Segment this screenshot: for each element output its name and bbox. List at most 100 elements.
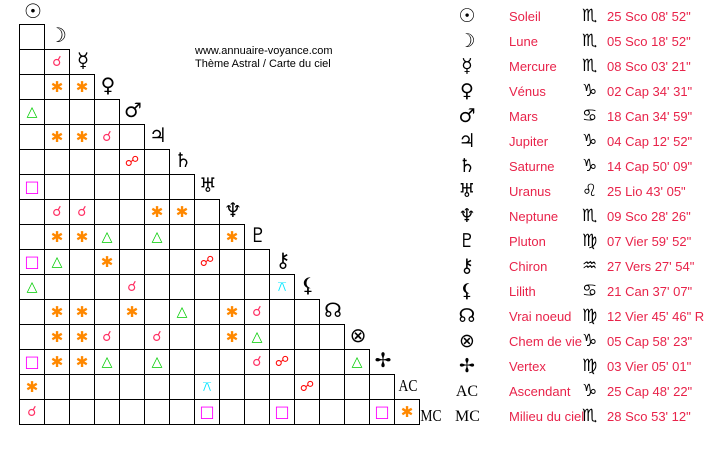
planet-name: Vrai noeud bbox=[509, 309, 572, 324]
zodiac-sign-icon: ♒ bbox=[582, 256, 598, 276]
zodiac-sign-icon: ♑ bbox=[582, 81, 598, 101]
planet-position: 25 Lio 43' 05" bbox=[607, 184, 686, 199]
planet-row: ☿ Mercure ♏ 08 Sco 03' 21" bbox=[452, 55, 705, 80]
square-icon: □ bbox=[24, 252, 40, 271]
aspect-cell-empty bbox=[119, 399, 145, 425]
grid-glyph-lune-icon: ☽ bbox=[49, 23, 67, 47]
trine-icon: △ bbox=[151, 229, 163, 245]
sextile-icon: ✱ bbox=[75, 77, 89, 96]
square-icon: □ bbox=[374, 402, 390, 421]
sextile-icon: ✱ bbox=[75, 302, 89, 321]
aspect-cell-square: □ bbox=[269, 399, 295, 425]
grid-glyph-ascendant-icon: AC bbox=[398, 375, 418, 395]
sextile-icon: ✱ bbox=[50, 227, 64, 246]
planet-name: Vertex bbox=[509, 359, 546, 374]
aspect-cell-conjunction: ☌ bbox=[119, 274, 145, 300]
aspect-cell-sextile: ✱ bbox=[69, 349, 95, 375]
aspect-cell-empty bbox=[194, 324, 220, 350]
aspect-cell-trine: △ bbox=[144, 349, 170, 375]
planet-glyph-icon: ✢ bbox=[459, 355, 475, 377]
aspect-cell-empty bbox=[169, 249, 195, 275]
square-icon: □ bbox=[24, 352, 40, 371]
grid-glyph-chiron-icon: ⚷ bbox=[275, 248, 291, 272]
grid-glyph-chem-de-vie-icon: ⊗ bbox=[349, 323, 367, 347]
planet-row: ♅ Uranus ♌ 25 Lio 43' 05" bbox=[452, 180, 705, 205]
aspect-cell-empty bbox=[69, 174, 95, 200]
trine-icon: △ bbox=[176, 304, 188, 320]
square-icon: □ bbox=[24, 177, 40, 196]
aspect-cell-empty bbox=[94, 149, 120, 175]
trine-icon: △ bbox=[101, 354, 113, 370]
aspect-cell-square: □ bbox=[19, 174, 45, 200]
aspect-cell-empty bbox=[219, 374, 245, 400]
square-icon: □ bbox=[199, 402, 215, 421]
aspect-cell-trine: △ bbox=[19, 99, 45, 125]
planet-glyph-icon: MC bbox=[455, 408, 480, 425]
aspect-cell-empty bbox=[19, 224, 45, 250]
grid-glyph-pluton-icon: ♇ bbox=[249, 223, 267, 247]
conjunction-icon: ☌ bbox=[102, 129, 112, 145]
aspect-cell-empty bbox=[244, 274, 270, 300]
aspect-cell-empty bbox=[319, 374, 345, 400]
planet-glyph-icon: ⚷ bbox=[460, 255, 474, 277]
aspect-cell-empty bbox=[94, 99, 120, 125]
grid-glyph-vénus-icon: ♀ bbox=[100, 73, 116, 97]
aspect-cell-empty bbox=[19, 49, 45, 75]
sextile-icon: ✱ bbox=[175, 202, 189, 221]
aspect-cell-sextile: ✱ bbox=[44, 349, 70, 375]
planet-name: Pluton bbox=[509, 234, 546, 249]
aspect-cell-opposition: ☍ bbox=[294, 374, 320, 400]
aspect-cell-empty bbox=[144, 274, 170, 300]
site-url[interactable]: www.annuaire-voyance.com bbox=[195, 45, 333, 57]
aspect-cell-empty bbox=[294, 399, 320, 425]
zodiac-sign-icon: ♏ bbox=[582, 206, 598, 226]
aspect-cell-trine: △ bbox=[344, 349, 370, 375]
planet-row: ♃ Jupiter ♑ 04 Cap 12' 52" bbox=[452, 130, 705, 155]
sextile-icon: ✱ bbox=[50, 77, 64, 96]
quincunx-icon: ⚻ bbox=[277, 279, 287, 295]
aspect-cell-empty bbox=[44, 374, 70, 400]
conjunction-icon: ☌ bbox=[152, 329, 162, 345]
zodiac-sign-icon: ♏ bbox=[582, 6, 598, 26]
aspect-cell-sextile: ✱ bbox=[219, 224, 245, 250]
opposition-icon: ☍ bbox=[274, 354, 290, 370]
aspect-cell-conjunction: ☌ bbox=[244, 349, 270, 375]
conjunction-icon: ☌ bbox=[52, 54, 62, 70]
aspect-cell-trine: △ bbox=[94, 349, 120, 375]
planet-row: ♇ Pluton ♍ 07 Vier 59' 52" bbox=[452, 230, 705, 255]
grid-glyph-mercure-icon: ☿ bbox=[76, 48, 90, 72]
aspect-cell-empty bbox=[194, 199, 220, 225]
planet-glyph-icon: ⚸ bbox=[460, 280, 474, 302]
aspect-cell-conjunction: ☌ bbox=[244, 299, 270, 325]
aspect-cell-empty bbox=[244, 374, 270, 400]
aspect-cell-sextile: ✱ bbox=[219, 324, 245, 350]
sextile-icon: ✱ bbox=[125, 302, 139, 321]
aspect-cell-opposition: ☍ bbox=[119, 149, 145, 175]
zodiac-sign-icon: ♑ bbox=[582, 131, 598, 151]
chart-subtitle: Thème Astral / Carte du ciel bbox=[195, 58, 331, 70]
aspect-cell-empty bbox=[69, 274, 95, 300]
trine-icon: △ bbox=[251, 329, 263, 345]
aspect-cell-sextile: ✱ bbox=[44, 124, 70, 150]
aspect-cell-square: □ bbox=[194, 399, 220, 425]
aspect-cell-empty bbox=[119, 124, 145, 150]
aspect-cell-empty bbox=[294, 324, 320, 350]
planet-glyph-icon: ♀ bbox=[460, 80, 474, 102]
aspect-cell-empty bbox=[44, 174, 70, 200]
sextile-icon: ✱ bbox=[400, 402, 414, 421]
opposition-icon: ☍ bbox=[199, 254, 215, 270]
aspect-cell-square: □ bbox=[19, 249, 45, 275]
planet-glyph-icon: ♂ bbox=[458, 105, 476, 127]
aspect-cell-empty bbox=[194, 299, 220, 325]
zodiac-sign-icon: ♍ bbox=[582, 356, 598, 376]
planet-glyph-icon: ♄ bbox=[458, 155, 476, 177]
opposition-icon: ☍ bbox=[124, 154, 140, 170]
planet-position: 28 Sco 53' 12" bbox=[607, 409, 691, 424]
planet-position: 05 Sco 18' 52" bbox=[607, 34, 691, 49]
aspect-cell-sextile: ✱ bbox=[119, 299, 145, 325]
trine-icon: △ bbox=[51, 254, 63, 270]
aspect-cell-empty bbox=[19, 149, 45, 175]
planet-row: AC Ascendant ♑ 25 Cap 48' 22" bbox=[452, 380, 705, 405]
aspect-cell-empty bbox=[19, 199, 45, 225]
aspect-cell-conjunction: ☌ bbox=[94, 124, 120, 150]
